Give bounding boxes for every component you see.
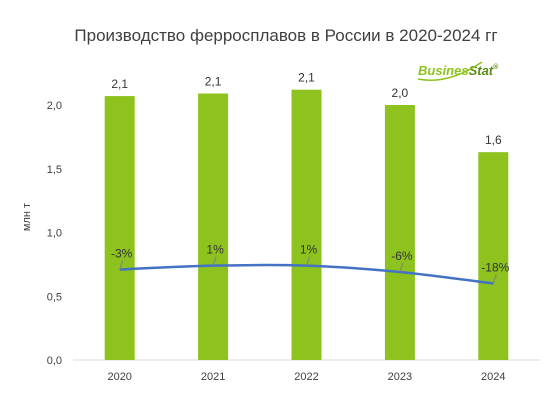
growth-label: 1% bbox=[206, 243, 224, 257]
x-tick-label: 2023 bbox=[388, 371, 412, 383]
bar-value-label: 2,1 bbox=[205, 75, 222, 89]
y-tick-label: 0,5 bbox=[47, 291, 62, 303]
growth-label-leader bbox=[399, 262, 404, 273]
logo-swoosh-icon bbox=[417, 61, 483, 81]
bar-series bbox=[104, 89, 509, 361]
x-tick-label: 2022 bbox=[294, 371, 318, 383]
bar bbox=[198, 93, 229, 361]
growth-label: -6% bbox=[391, 249, 413, 263]
y-tick-label: 1,0 bbox=[47, 228, 62, 240]
bar-value-label: 2,1 bbox=[111, 77, 128, 91]
bar bbox=[478, 152, 509, 360]
logo-text-main: Busines bbox=[418, 63, 469, 78]
x-tick-label: 2020 bbox=[107, 371, 131, 383]
x-tick-label: 2024 bbox=[481, 371, 505, 383]
growth-label: 1% bbox=[300, 243, 318, 257]
growth-label-leader bbox=[306, 256, 310, 266]
bar-value-label: 2,0 bbox=[392, 86, 409, 100]
bar bbox=[291, 89, 322, 360]
growth-label-leader bbox=[119, 260, 124, 270]
growth-label: -18% bbox=[481, 261, 509, 275]
logo-text-accent: Stat bbox=[469, 63, 494, 78]
svg-text:BusinesStat®: BusinesStat® bbox=[418, 63, 499, 78]
y-tick-label: 1,5 bbox=[47, 164, 62, 176]
bar bbox=[104, 96, 135, 360]
bar-value-label: 2,1 bbox=[298, 71, 315, 85]
logo-registered-mark: ® bbox=[493, 63, 499, 71]
bar bbox=[384, 105, 415, 360]
bar-value-labels: 2,1 2,1 2,1 2,0 1,6 bbox=[111, 71, 502, 147]
growth-label: -3% bbox=[111, 246, 133, 260]
y-axis-ticks: 0,0 0,5 1,0 1,5 2,0 bbox=[47, 100, 62, 367]
x-tick-label: 2021 bbox=[201, 371, 225, 383]
growth-label-leader bbox=[492, 274, 497, 284]
y-axis-label: млн т bbox=[21, 203, 33, 231]
x-axis-ticks: 2020 2021 2022 2023 2024 bbox=[107, 371, 505, 383]
growth-label-leader bbox=[212, 256, 217, 266]
businesstat-logo: BusinesStat® bbox=[417, 61, 499, 81]
y-tick-label: 2,0 bbox=[47, 100, 62, 112]
chart-title: Производство ферросплавов в России в 202… bbox=[74, 26, 497, 45]
y-tick-label: 0,0 bbox=[47, 355, 62, 367]
growth-line-series: -3% 1% 1% -6% -18% bbox=[111, 243, 510, 285]
bar-value-label: 1,6 bbox=[485, 133, 502, 147]
